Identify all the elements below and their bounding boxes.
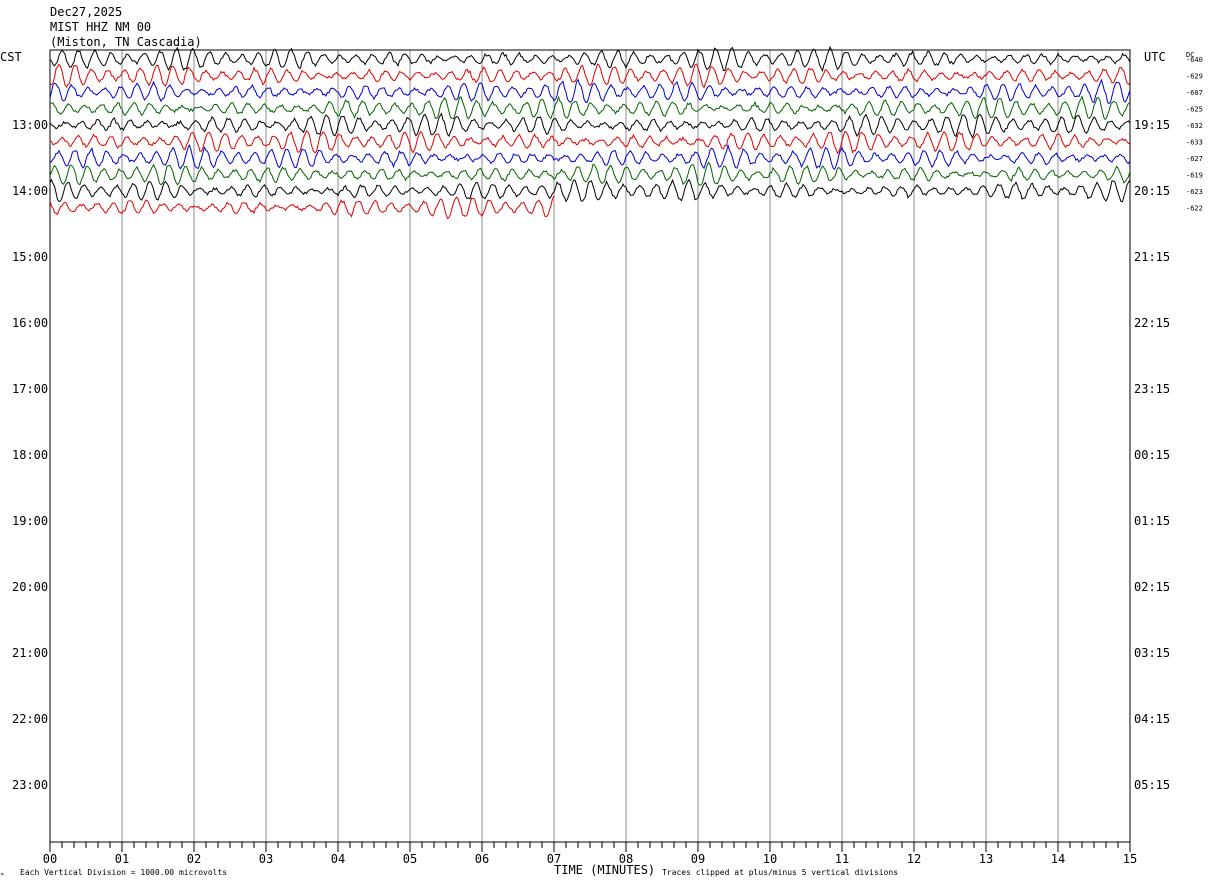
plot-frame (49, 49, 1131, 843)
dc-offset-value: -629 (1186, 73, 1203, 81)
seismic-trace-9 (49, 178, 1131, 203)
x-tick-label: 00 (43, 852, 57, 866)
right-hour-label: 04:15 (1134, 712, 1170, 726)
right-hour-label: 00:15 (1134, 448, 1170, 462)
left-hour-label: 16:00 (12, 316, 48, 330)
seismic-trace-8 (49, 161, 1131, 186)
logo-mark: ᴹ (0, 872, 4, 880)
x-tick-label: 01 (115, 852, 129, 866)
scale-note: Each Vertical Division = 1000.00 microvo… (20, 868, 227, 877)
right-hour-label: 22:15 (1134, 316, 1170, 330)
right-hour-label: 05:15 (1134, 778, 1170, 792)
seismic-trace-10 (49, 195, 555, 220)
x-tick-label: 04 (331, 852, 345, 866)
right-hour-labels: 19:15 20:15 21:15 22:15 23:15 00:15 01:15 02:15… (1134, 118, 1170, 792)
dc-offset-value: -633 (1186, 139, 1203, 147)
dc-offset-value: -623 (1186, 188, 1203, 196)
left-hour-label: 18:00 (12, 448, 48, 462)
left-hour-label: 23:00 (12, 778, 48, 792)
dc-offset-value: -640 (1186, 56, 1203, 64)
dc-offset-value: -627 (1186, 155, 1203, 163)
left-hour-label: 21:00 (12, 646, 48, 660)
left-hour-label: 22:00 (12, 712, 48, 726)
x-tick-label: 06 (475, 852, 489, 866)
seismic-trace-2 (49, 63, 1131, 89)
x-tick-label: 03 (259, 852, 273, 866)
dc-label: DC (1186, 51, 1194, 59)
x-axis: 00 01 02 03 04 05 06 07 08 09 10 11 12 13 14 15 (43, 842, 1137, 866)
seismic-trace-6 (49, 129, 1131, 155)
dc-offset-value: -622 (1186, 205, 1203, 213)
x-tick-label: 11 (835, 852, 849, 866)
header-date: Dec27,2025 (50, 5, 122, 19)
right-hour-label: 20:15 (1134, 184, 1170, 198)
left-hour-label: 15:00 (12, 250, 48, 264)
left-timezone-label: CST (0, 50, 22, 64)
right-hour-label: 03:15 (1134, 646, 1170, 660)
dc-offset-value: -632 (1186, 122, 1203, 130)
dc-offset-value: -607 (1186, 89, 1203, 97)
x-tick-label: 10 (763, 852, 777, 866)
x-tick-label: 07 (547, 852, 561, 866)
right-timezone-label: UTC (1144, 50, 1166, 64)
x-tick-label: 14 (1051, 852, 1065, 866)
x-tick-label: 08 (619, 852, 633, 866)
left-hour-labels: 13:00 14:00 15:00 16:00 17:00 18:00 19:00 20:00… (12, 118, 48, 792)
seismic-trace-5 (49, 112, 1131, 139)
left-hour-label: 14:00 (12, 184, 48, 198)
x-tick-label: 09 (691, 852, 705, 866)
left-hour-label: 19:00 (12, 514, 48, 528)
x-tick-label: 13 (979, 852, 993, 866)
right-hour-label: 19:15 (1134, 118, 1170, 132)
x-tick-label: 02 (187, 852, 201, 866)
header-location: (Miston, TN Cascadia) (50, 35, 202, 49)
header-station: MIST HHZ NM 00 (50, 20, 151, 34)
x-axis-title: TIME (MINUTES) (554, 863, 655, 877)
dc-offset-value: -625 (1186, 106, 1203, 114)
x-tick-label: 05 (403, 852, 417, 866)
left-hour-label: 17:00 (12, 382, 48, 396)
left-hour-label: 13:00 (12, 118, 48, 132)
x-tick-label: 12 (907, 852, 921, 866)
plot-grid (121, 50, 1059, 842)
right-hour-label: 21:15 (1134, 250, 1170, 264)
clip-note: Traces clipped at plus/minus 5 vertical … (662, 868, 898, 877)
dc-offset-value: -619 (1186, 172, 1203, 180)
dc-offset-values: -640 -629 -607 -625 -632 -633 -627 -619 -623 -622 (1186, 56, 1203, 213)
right-hour-label: 02:15 (1134, 580, 1170, 594)
trace-group (49, 45, 1131, 220)
right-hour-label: 01:15 (1134, 514, 1170, 528)
seismic-trace-3 (49, 78, 1131, 105)
seismic-trace-4 (49, 95, 1131, 120)
right-hour-label: 23:15 (1134, 382, 1170, 396)
seismic-trace-7 (49, 143, 1131, 171)
x-tick-label: 15 (1123, 852, 1137, 866)
left-hour-label: 20:00 (12, 580, 48, 594)
seismic-trace-1 (49, 45, 1131, 72)
